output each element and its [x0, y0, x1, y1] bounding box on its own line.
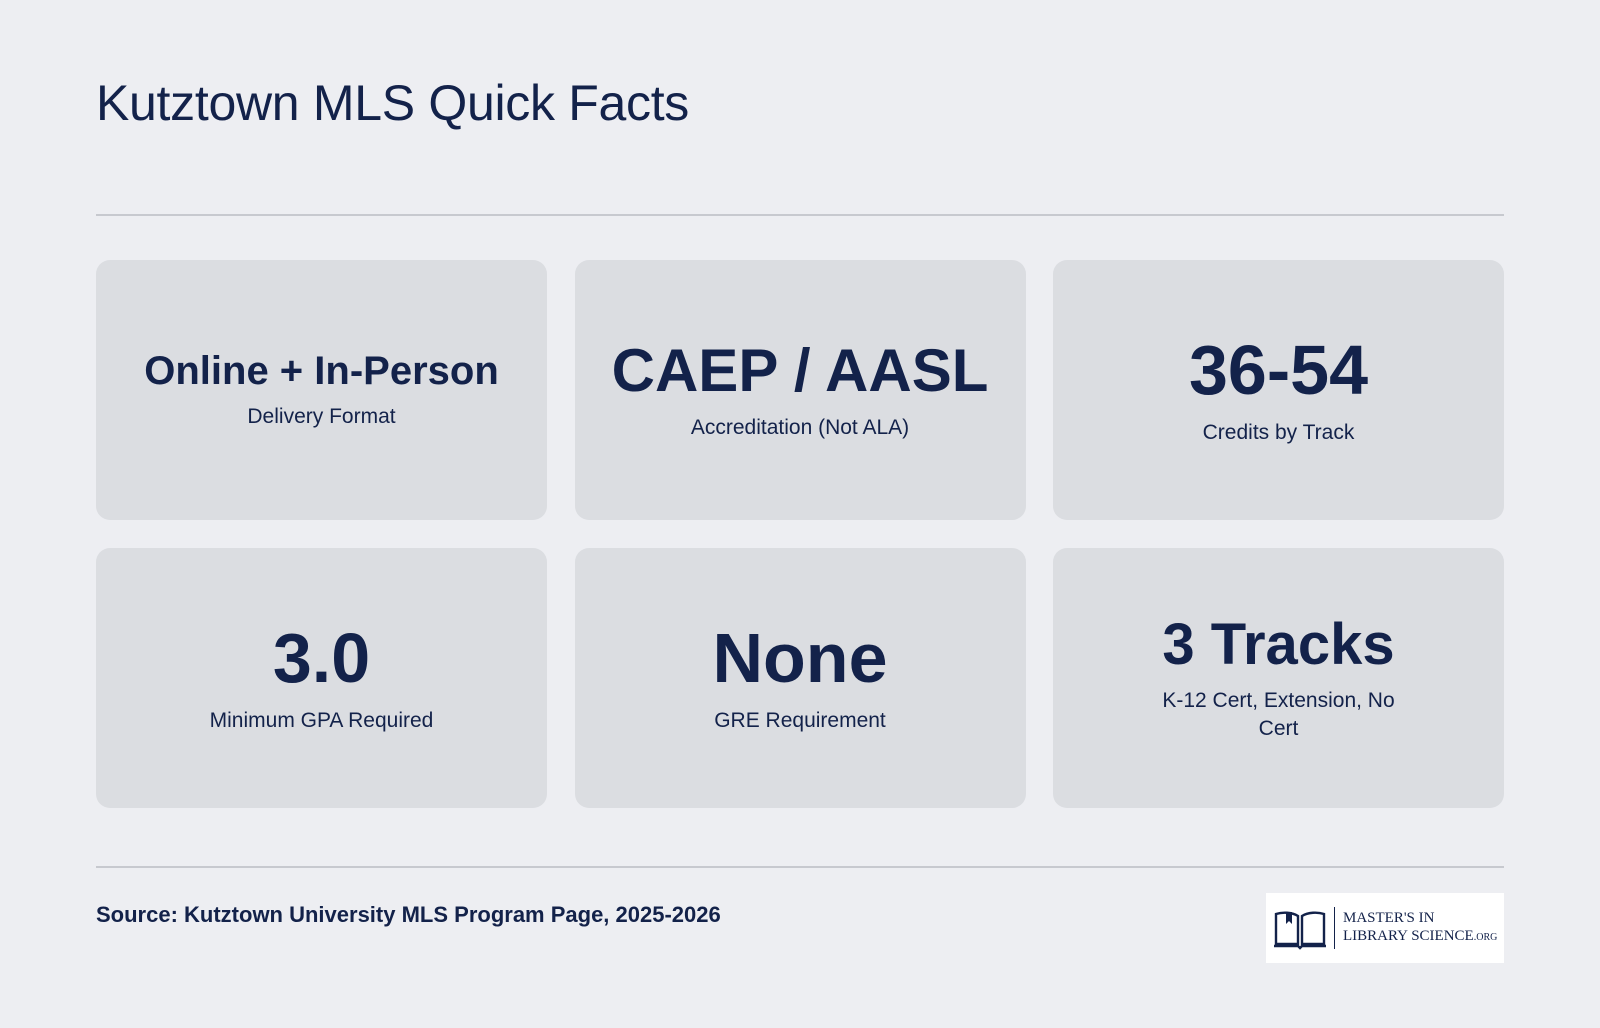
- logo-separator: [1334, 907, 1335, 949]
- logo-suffix: .ORG: [1473, 932, 1498, 943]
- page-title: Kutztown MLS Quick Facts: [96, 75, 689, 131]
- fact-value: CAEP / AASL: [611, 336, 989, 404]
- fact-card-accreditation: CAEP / AASL Accreditation (Not ALA): [574, 260, 1026, 520]
- logo-line-1: MASTER'S IN: [1343, 910, 1435, 926]
- fact-card-gre: None GRE Requirement: [574, 548, 1026, 808]
- fact-card-tracks: 3 Tracks K-12 Cert, Extension, No Cert: [1053, 548, 1504, 808]
- header-divider: [96, 214, 1504, 216]
- fact-card-gpa: 3.0 Minimum GPA Required: [96, 548, 547, 808]
- open-book-icon: [1274, 911, 1326, 950]
- fact-value: Online + In-Person: [144, 348, 499, 393]
- fact-value: 3.0: [272, 619, 371, 698]
- fact-label: Minimum GPA Required: [209, 709, 434, 733]
- facts-grid: Online + In-Person Delivery Format CAEP …: [96, 260, 1504, 808]
- fact-card-credits: 36-54 Credits by Track: [1053, 260, 1504, 520]
- fact-value: None: [712, 619, 888, 698]
- fact-label: Accreditation (Not ALA): [690, 415, 910, 439]
- logo-line-2: LIBRARY SCIENCE: [1343, 928, 1474, 944]
- fact-label: Delivery Format: [247, 404, 396, 428]
- logo-wordmark: MASTER'S IN LIBRARY SCIENCE.ORG: [1343, 909, 1497, 947]
- fact-value: 36-54: [1188, 331, 1369, 410]
- fact-label: K-12 Cert, Extension, No Cert: [1162, 688, 1395, 740]
- footer-divider: [96, 866, 1504, 868]
- fact-value: 3 Tracks: [1162, 611, 1395, 677]
- fact-card-delivery-format: Online + In-Person Delivery Format: [96, 260, 547, 520]
- fact-label: Credits by Track: [1202, 421, 1355, 445]
- site-logo[interactable]: MASTER'S IN LIBRARY SCIENCE.ORG: [1266, 893, 1504, 963]
- fact-label: GRE Requirement: [714, 709, 886, 733]
- source-citation: Source: Kutztown University MLS Program …: [96, 902, 721, 927]
